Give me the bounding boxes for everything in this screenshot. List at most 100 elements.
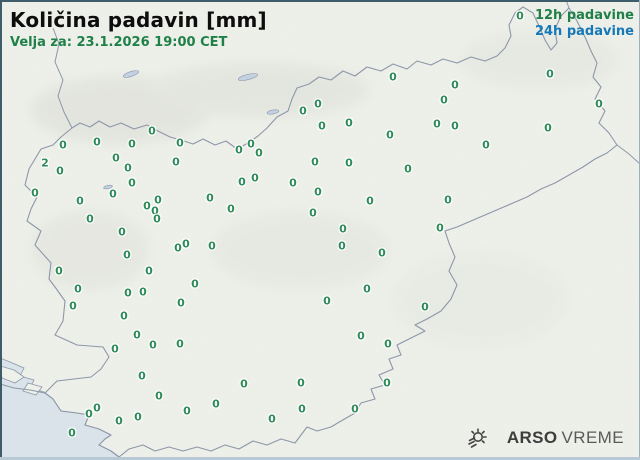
station-value: 0: [139, 285, 147, 299]
brand-vreme: VREME: [561, 428, 624, 447]
station-value: 0: [404, 162, 412, 176]
station-value: 0: [366, 194, 374, 208]
station-value: 0: [238, 175, 246, 189]
station-value: 0: [208, 239, 216, 253]
station-value: 0: [93, 401, 101, 415]
station-value: 0: [149, 338, 157, 352]
station-value: 0: [176, 136, 184, 150]
legend-12h-link[interactable]: 12h padavine: [534, 8, 634, 23]
station-value: 0: [124, 161, 132, 175]
station-value: 0: [440, 93, 448, 107]
station-value: 0: [109, 187, 117, 201]
station-value: 0: [155, 389, 163, 403]
station-value: 0: [451, 78, 459, 92]
station-value: 0: [59, 138, 67, 152]
station-value: 0: [323, 294, 331, 308]
station-value: 0: [93, 135, 101, 149]
station-value: 0: [176, 337, 184, 351]
station-value: 0: [115, 414, 123, 428]
valid-time-label: Velja za: 23.1.2026 19:00 CET: [10, 35, 228, 50]
station-value: 0: [191, 277, 199, 291]
station-value: 0: [339, 222, 347, 236]
station-value: 0: [183, 404, 191, 418]
station-value: 0: [383, 376, 391, 390]
station-value: 0: [143, 199, 151, 213]
station-value: 0: [112, 151, 120, 165]
station-value: 0: [174, 241, 182, 255]
station-value: 0: [123, 248, 131, 262]
station-value: 0: [299, 104, 307, 118]
station-value: 0: [314, 185, 322, 199]
station-value: 0: [227, 202, 235, 216]
station-value: 0: [118, 225, 126, 239]
station-value: 0: [68, 426, 76, 440]
brand: ARSO VREME: [465, 426, 624, 450]
station-value: 0: [55, 264, 63, 278]
station-value: 0: [76, 194, 84, 208]
station-value: 0: [297, 376, 305, 390]
station-value: 0: [212, 397, 220, 411]
station-value: 0: [172, 155, 180, 169]
station-value: 0: [153, 212, 161, 226]
legend-24h-link[interactable]: 24h padavine: [534, 24, 634, 39]
station-value: 0: [133, 328, 141, 342]
station-value: 0: [111, 342, 119, 356]
frame-edge-left: [0, 0, 2, 460]
station-value: 0: [154, 193, 162, 207]
station-value: 0: [251, 171, 259, 185]
station-value: 0: [240, 377, 248, 391]
station-value: 0: [134, 410, 142, 424]
station-value: 0: [314, 97, 322, 111]
station-value: 0: [235, 143, 243, 157]
station-value: 0: [451, 119, 459, 133]
station-value: 0: [595, 97, 603, 111]
station-value: 0: [128, 176, 136, 190]
station-value: 0: [74, 282, 82, 296]
station-value: 0: [31, 186, 39, 200]
station-value: 0: [311, 155, 319, 169]
station-value: 0: [56, 164, 64, 178]
station-value: 0: [138, 369, 146, 383]
sun-weather-icon: [468, 428, 487, 448]
legend: 12h padavine 24h padavine: [535, 8, 634, 40]
station-value: 0: [69, 299, 77, 313]
station-value: 0: [363, 282, 371, 296]
frame-edge-top: [0, 0, 640, 2]
header: Količina padavin [mm] Velja za: 23.1.202…: [10, 8, 267, 50]
station-value: 0: [436, 221, 444, 235]
station-value: 0: [289, 176, 297, 190]
station-value: 0: [444, 193, 452, 207]
station-value: 0: [128, 137, 136, 151]
station-value: 0: [177, 296, 185, 310]
station-value: 0: [247, 137, 255, 151]
station-value: 0: [482, 138, 490, 152]
page-title: Količina padavin [mm]: [10, 8, 267, 32]
station-value: 0: [546, 67, 554, 81]
slovenia-border: [24, 6, 618, 458]
station-value: 0: [318, 119, 326, 133]
lake-icons: [103, 70, 280, 190]
station-value: 0: [182, 237, 190, 251]
station-value: 0: [345, 156, 353, 170]
station-value: 0: [378, 246, 386, 260]
station-value: 0: [151, 204, 159, 218]
station-value: 0: [338, 239, 346, 253]
station-value: 0: [433, 117, 441, 131]
station-value: 0: [389, 70, 397, 84]
brand-text: ARSO VREME: [507, 428, 624, 448]
station-value: 0: [206, 191, 214, 205]
station-value: 0: [386, 128, 394, 142]
station-value: 0: [421, 300, 429, 314]
station-value: 0: [384, 337, 392, 351]
station-value: 0: [255, 146, 263, 160]
station-value: 0: [85, 407, 93, 421]
station-value: 0: [145, 264, 153, 278]
station-value: 0: [516, 9, 524, 23]
station-value: 0: [298, 402, 306, 416]
station-value: 0: [345, 116, 353, 130]
brand-arso: ARSO: [506, 428, 558, 447]
